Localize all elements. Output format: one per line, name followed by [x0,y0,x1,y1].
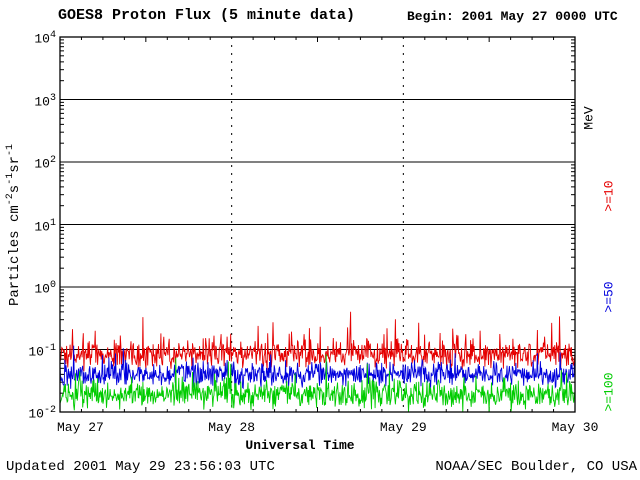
y-tick-label: 10-2 [28,405,56,422]
right-axis-unit: MeV [581,106,597,130]
right-threshold-label: >=50 [601,281,617,313]
y-tick-label: 100 [34,280,56,297]
x-tick-label: May 30 [551,420,599,435]
y-tick-label: 10-1 [28,342,56,359]
begin-time-label: Begin: 2001 May 27 0000 UTC [407,9,618,24]
series-100-trace [59,354,576,413]
y-tick-label: 101 [34,217,56,234]
series-50-trace [59,345,576,390]
x-tick-label: May 29 [379,420,427,435]
y-axis-title: Particles cm-2s-1sr-1 [5,143,23,307]
series-10-trace [59,311,576,372]
right-threshold-label: >=10 [601,180,617,212]
updated-timestamp: Updated 2001 May 29 23:56:03 UTC [6,459,275,475]
y-tick-label: 103 [34,92,56,109]
x-tick-label: May 28 [208,420,256,435]
x-axis-title: Universal Time [245,438,355,453]
x-tick-label: May 27 [57,420,104,435]
plot-frame [59,36,576,413]
source-credit: NOAA/SEC Boulder, CO USA [435,459,637,475]
y-tick-label: 104 [34,30,56,47]
chart-title: GOES8 Proton Flux (5 minute data) [58,7,356,24]
right-threshold-label: >=100 [601,372,617,412]
y-tick-label: 102 [34,155,56,172]
